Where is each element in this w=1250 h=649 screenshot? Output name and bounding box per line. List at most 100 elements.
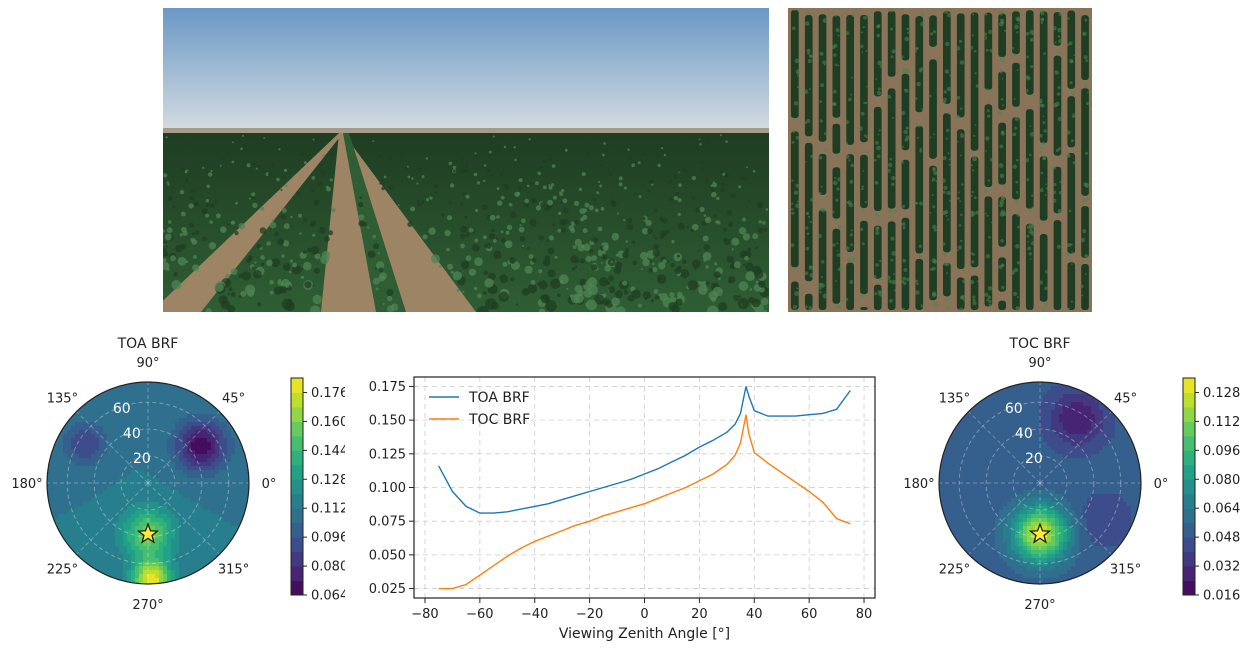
tree-row [1081, 15, 1089, 80]
x-tick-label: 60 [801, 607, 818, 622]
colorbar-band [291, 378, 303, 393]
colorbar-band [1183, 450, 1195, 465]
colorbar-tick-label: 0.112 [311, 502, 345, 517]
colorbar-band [291, 479, 303, 494]
tree-row [998, 301, 1006, 310]
colorbar-band [291, 566, 303, 581]
tree-row [1067, 11, 1075, 89]
angle-label: 180° [903, 477, 934, 492]
horizon [163, 128, 769, 133]
angle-label: 135° [47, 391, 78, 406]
colorbar-band [291, 552, 303, 567]
radial-label: 60 [1005, 401, 1023, 417]
angle-label: 90° [136, 356, 159, 371]
tree-row [929, 59, 937, 158]
x-tick-label: −60 [466, 607, 493, 622]
angle-label: 135° [939, 391, 970, 406]
angle-label: 225° [939, 563, 970, 578]
colorbar-tick-label: 0.160 [311, 415, 345, 430]
y-tick-label: 0.100 [369, 481, 406, 496]
colorbar-band [1183, 378, 1195, 393]
topdown-photo [788, 8, 1092, 312]
polar-grid [939, 382, 1141, 584]
tree-row [943, 113, 951, 252]
tree-row [846, 263, 854, 310]
tree-row [805, 15, 813, 136]
tree-row [957, 13, 965, 117]
colorbar-tick-label: 0.096 [1203, 444, 1240, 459]
colorbar-band [291, 421, 303, 436]
colorbar-band [1183, 436, 1195, 451]
colorbar-band [1183, 508, 1195, 523]
colorbar-tick-label: 0.128 [311, 473, 345, 488]
colorbar-tick-label: 0.064 [1203, 502, 1240, 517]
tree-row [860, 221, 868, 294]
tree-row [833, 229, 841, 304]
tree-row [888, 88, 896, 208]
tree-row [998, 72, 1006, 111]
colorbar-band [291, 465, 303, 480]
y-tick-label: 0.175 [369, 380, 406, 395]
tree-row [971, 12, 979, 150]
tree-row [819, 154, 827, 195]
colorbar-band [1183, 494, 1195, 509]
y-tick-label: 0.150 [369, 414, 406, 429]
colorbar-band [1183, 566, 1195, 581]
radial-label: 20 [1025, 451, 1043, 467]
legend-label: TOC BRF [468, 412, 530, 428]
colorbar-tick-label: 0.128 [1203, 386, 1240, 401]
tree-row [860, 15, 868, 142]
colorbar-band [291, 407, 303, 422]
angle-label: 315° [218, 563, 249, 578]
y-tick-label: 0.075 [369, 515, 406, 530]
tree-row [888, 221, 896, 310]
colorbar-band [1183, 552, 1195, 567]
y-tick-label: 0.050 [369, 548, 406, 563]
colorbar-band [1183, 465, 1195, 480]
y-tick-label: 0.125 [369, 447, 406, 462]
colorbar-tick-label: 0.096 [311, 531, 345, 546]
colorbar-band [291, 523, 303, 538]
tree-row [1026, 10, 1034, 95]
tree-row [874, 11, 882, 96]
tree-row [1012, 63, 1020, 107]
orchard-perspective-render [163, 8, 769, 312]
angle-label: 0° [1154, 477, 1169, 492]
polar-title: TOC BRF [1008, 336, 1070, 352]
tree-row [902, 218, 910, 310]
angle-label: 45° [1114, 391, 1137, 406]
sky [163, 8, 769, 130]
polar-grid [47, 382, 249, 584]
perspective-photo [163, 8, 769, 312]
colorbar-tick-label: 0.080 [1203, 473, 1240, 488]
x-axis-label: Viewing Zenith Angle [°] [559, 626, 730, 642]
tree-row [860, 307, 868, 310]
x-tick-label: 20 [691, 607, 708, 622]
angle-label: 315° [1110, 563, 1141, 578]
colorbar-band [1183, 479, 1195, 494]
tree-row [915, 126, 923, 254]
tree-row [833, 124, 841, 154]
colorbar-band [291, 581, 303, 596]
colorbar-band [1183, 523, 1195, 538]
orchard-topdown-render [788, 8, 1092, 312]
angle-label: 225° [47, 563, 78, 578]
colorbar-tick-label: 0.016 [1203, 589, 1240, 604]
x-tick-label: 0 [640, 607, 648, 622]
tree-row [1040, 234, 1048, 302]
colorbar-band [291, 392, 303, 407]
colorbar-tick-label: 0.176 [311, 386, 345, 401]
angle-label: 0° [262, 477, 277, 492]
colorbar-band [1183, 421, 1195, 436]
x-tick-label: −20 [576, 607, 603, 622]
colorbar-band [1183, 537, 1195, 552]
tree-row [1067, 153, 1075, 254]
angle-label: 180° [11, 477, 42, 492]
